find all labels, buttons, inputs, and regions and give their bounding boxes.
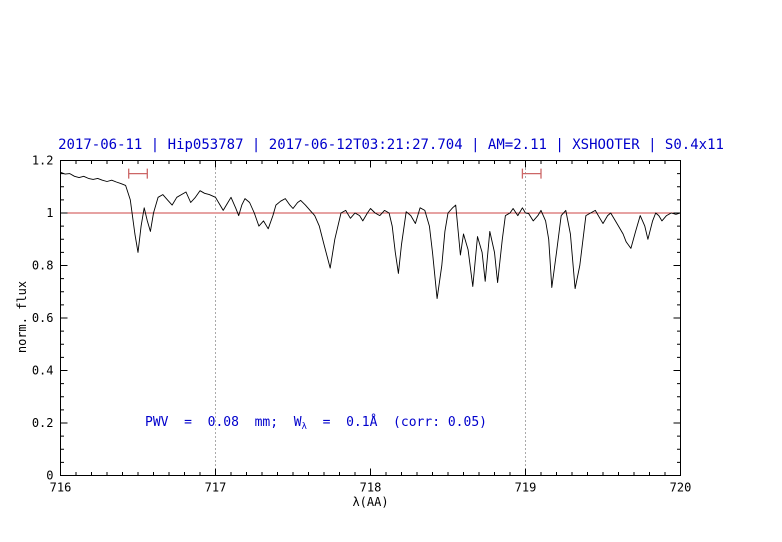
x-tick-label: 718 (360, 481, 382, 495)
x-axis-label: λ(AA) (352, 495, 389, 509)
pwv-annotation-subscript: λ (301, 422, 307, 432)
y-tick-label: 0.8 (32, 259, 54, 273)
y-tick-label: 0 (46, 469, 53, 483)
x-tick-label: 719 (515, 481, 537, 495)
x-tick-label: 716 (50, 481, 72, 495)
y-tick-label: 0.4 (32, 364, 54, 378)
y-tick-label: 1 (46, 206, 53, 220)
pwv-annotation-suffix: = 0.1Å (corr: 0.05) (306, 415, 487, 430)
plot-title: 2017-06-11 | Hip053787 | 2017-06-12T03:2… (58, 137, 724, 153)
y-axis-label: norm. flux (15, 280, 29, 354)
pwv-annotation-prefix: PWV = 0.08 mm; W (145, 415, 302, 430)
y-tick-label: 0.6 (32, 311, 54, 325)
x-tick-label: 720 (670, 481, 692, 495)
y-tick-label: 1.2 (32, 154, 54, 168)
pwv-annotation: PWV = 0.08 mm; Wλ = 0.1Å (corr: 0.05) (145, 415, 487, 432)
spectrum-line (60, 171, 681, 300)
x-tick-label: 717 (205, 481, 227, 495)
y-tick-label: 0.2 (32, 416, 54, 430)
